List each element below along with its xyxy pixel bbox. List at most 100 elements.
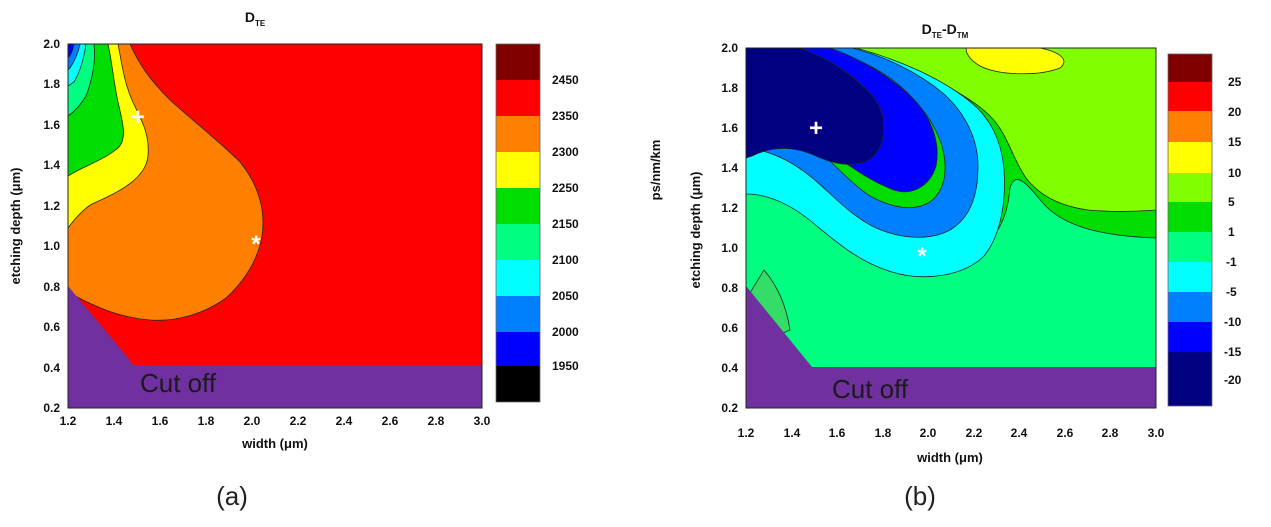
chart-b-xtick: 1.4 <box>784 426 801 440</box>
chart-a-ytick: 0.8 <box>43 280 60 294</box>
chart-a-ytick: 1.6 <box>43 118 60 132</box>
chart-a-y-axis-label: etching depth (μm) <box>8 168 23 285</box>
chart-a-xtick: 2.2 <box>290 414 307 428</box>
chart-b-cutoff-label: Cut off <box>832 374 909 404</box>
chart-b-ytick: 0.8 <box>721 281 738 295</box>
chart-b-xtick: 2.8 <box>1102 426 1119 440</box>
chart-b-xtick: 2.6 <box>1057 426 1074 440</box>
chart-b-panel-label: (b) <box>904 481 936 511</box>
chart-a-y-ticks: 0.2 0.4 0.6 0.8 1.0 1.2 1.4 1.6 1.8 2.0 <box>43 37 60 415</box>
chart-a-ytick: 1.0 <box>43 239 60 253</box>
chart-b-title: DTE-DTM <box>922 21 969 40</box>
chart-b-ytick: 0.2 <box>721 401 738 415</box>
chart-b-ytick: 0.4 <box>721 361 738 375</box>
chart-a-colorbar-swatch <box>496 152 540 188</box>
chart-a-plot-frame <box>67 43 483 409</box>
chart-a-panel-label: (a) <box>216 481 248 511</box>
chart-b-ytick: 1.4 <box>721 161 738 175</box>
chart-b-xtick: 1.6 <box>829 426 846 440</box>
chart-b-ytick: 1.0 <box>721 241 738 255</box>
chart-b-colorbar-tick: 20 <box>1228 105 1242 119</box>
chart-a-x-axis-label: width (μm) <box>241 436 308 451</box>
chart-a-colorbar-swatch <box>496 296 540 332</box>
chart-a-colorbar-frame <box>495 43 541 403</box>
chart-b-colorbar-tick: -5 <box>1226 285 1237 299</box>
chart-b-colorbar-swatch <box>1168 352 1212 406</box>
chart-a-cutoff-region <box>68 286 482 408</box>
chart-a-ytick: 1.4 <box>43 158 60 172</box>
chart-a-xtick: 2.8 <box>428 414 445 428</box>
chart-a-xtick: 1.8 <box>198 414 215 428</box>
chart-b-colorbar-swatch <box>1168 111 1212 142</box>
chart-b-colorbar-swatch <box>1168 292 1212 322</box>
chart-b-xtick: 2.4 <box>1011 426 1028 440</box>
chart-b-ytick: 1.6 <box>721 121 738 135</box>
chart-a-ytick: 0.4 <box>43 361 60 375</box>
chart-b-colorbar-tick: 10 <box>1228 166 1242 180</box>
chart-a-xtick: 1.2 <box>60 414 77 428</box>
chart-b-xtick: 2.2 <box>966 426 983 440</box>
chart-a-colorbar-tick: 2000 <box>552 325 579 339</box>
chart-b-colorbar-units-label: ps/nm/km <box>648 140 663 201</box>
chart-b-colorbar-frame <box>1167 53 1213 407</box>
chart-a-colorbar-tick: 1950 <box>552 359 579 373</box>
chart-a-marker-star: * <box>251 231 261 258</box>
chart-b-xtick: 2.0 <box>920 426 937 440</box>
chart-a-ytick: 2.0 <box>43 37 60 51</box>
chart-a-colorbar-swatch <box>496 224 540 260</box>
chart-b-colorbar-tick: -1 <box>1226 255 1237 269</box>
chart-b-colorbar-swatch <box>1168 202 1212 232</box>
chart-b-colorbar-tick: 1 <box>1228 225 1235 239</box>
chart-b-ytick: 1.2 <box>721 201 738 215</box>
chart-a-colorbar-swatch <box>496 260 540 296</box>
chart-a-colorbar-swatch <box>496 116 540 152</box>
chart-a-colorbar-tick: 2350 <box>552 109 579 123</box>
chart-a-x-ticks: 1.2 1.4 1.6 1.8 2.0 2.2 2.4 2.6 2.8 3.0 <box>60 414 491 428</box>
chart-a-ytick: 1.2 <box>43 199 60 213</box>
chart-b: DTE-DTM Cut off + * 1.2 1.4 1.6 1.8 2.0 … <box>648 21 1242 511</box>
chart-b-colorbar-swatch <box>1168 173 1212 202</box>
chart-b-xtick: 1.8 <box>875 426 892 440</box>
chart-a-colorbar-tick: 2250 <box>552 181 579 195</box>
chart-b-ytick: 1.8 <box>721 81 738 95</box>
chart-b-colorbar-tick: -15 <box>1224 345 1242 359</box>
chart-a-colorbar-swatch <box>496 332 540 366</box>
chart-b-ytick: 0.6 <box>721 321 738 335</box>
chart-a: DTE Cut off + * 1.2 1.4 1.6 1.8 2.0 2.2 … <box>8 9 579 511</box>
chart-b-y-ticks: 0.2 0.4 0.6 0.8 1.0 1.2 1.4 1.6 1.8 2.0 <box>721 41 738 415</box>
chart-b-colorbar-swatch <box>1168 262 1212 292</box>
chart-b-colorbar-swatch <box>1168 232 1212 262</box>
chart-a-xtick: 2.6 <box>382 414 399 428</box>
chart-b-colorbar-tick: 25 <box>1228 75 1242 89</box>
chart-b-marker-plus: + <box>809 115 823 142</box>
chart-a-colorbar-tick: 2450 <box>552 73 579 87</box>
chart-b-colorbar-tick: 15 <box>1228 135 1242 149</box>
chart-a-colorbar: 2450 2350 2300 2250 2150 2100 2050 2000 … <box>495 43 579 403</box>
chart-a-cutoff-label: Cut off <box>140 368 217 398</box>
chart-a-ytick: 0.2 <box>43 401 60 415</box>
chart-b-x-ticks: 1.2 1.4 1.6 1.8 2.0 2.2 2.4 2.6 2.8 3.0 <box>738 426 1165 440</box>
chart-b-colorbar: 25 20 15 10 5 1 -1 -5 -10 -15 -20 <box>1167 53 1242 407</box>
chart-b-region-10-15 <box>965 48 1065 75</box>
chart-a-colorbar-swatch <box>496 80 540 116</box>
chart-a-title: DTE <box>245 9 266 28</box>
chart-b-cutoff-region <box>746 286 1156 408</box>
chart-a-xtick: 1.6 <box>152 414 169 428</box>
chart-b-y-axis-label: etching depth (μm) <box>688 172 703 289</box>
chart-a-ytick: 0.6 <box>43 320 60 334</box>
chart-b-xtick: 1.2 <box>738 426 755 440</box>
chart-b-ytick: 2.0 <box>721 41 738 55</box>
chart-a-xtick: 2.0 <box>244 414 261 428</box>
chart-a-colorbar-swatch <box>496 366 540 402</box>
chart-a-ytick: 1.8 <box>43 77 60 91</box>
chart-a-marker-plus: + <box>131 104 145 131</box>
chart-a-colorbar-tick: 2100 <box>552 253 579 267</box>
chart-b-plot-frame <box>745 47 1157 409</box>
chart-b-xtick: 3.0 <box>1148 426 1165 440</box>
chart-a-xtick: 3.0 <box>474 414 491 428</box>
chart-b-colorbar-swatch <box>1168 322 1212 352</box>
chart-a-xtick: 1.4 <box>106 414 123 428</box>
chart-a-colorbar-tick: 2050 <box>552 289 579 303</box>
chart-b-colorbar-tick: -20 <box>1224 373 1242 387</box>
